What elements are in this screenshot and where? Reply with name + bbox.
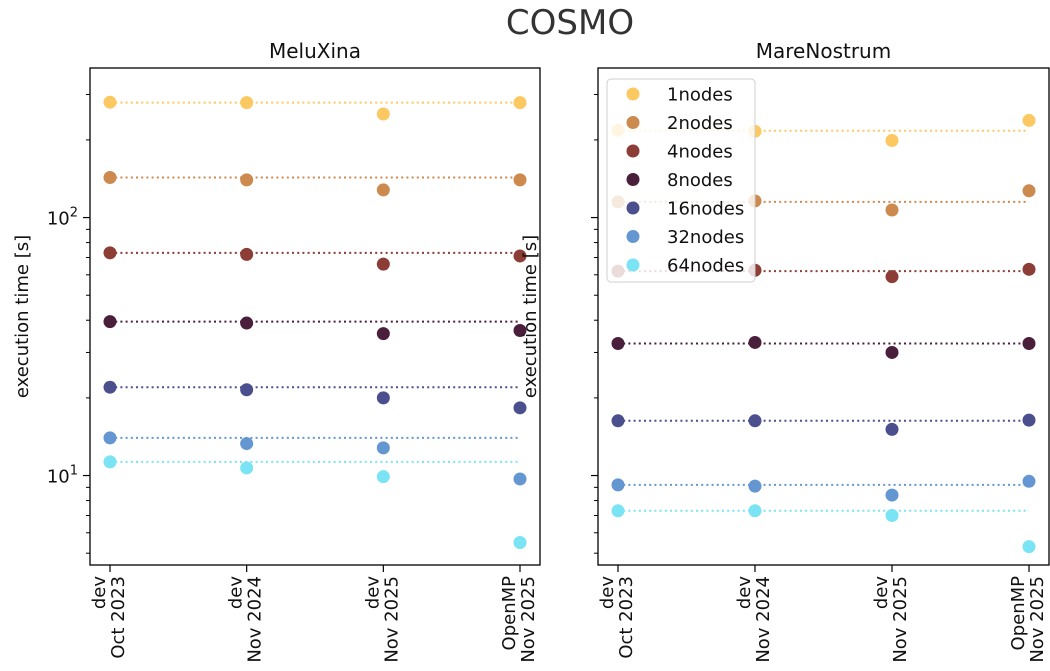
figure-title: COSMO — [506, 3, 634, 43]
plot-panels: MeluXina execution time [s] 101 102 devOct 2… — [12, 39, 1050, 663]
point-32nodes — [513, 472, 527, 486]
legend-entry: 8nodes — [667, 170, 733, 191]
y-axis-label: execution time [s] — [12, 235, 33, 398]
point-4nodes — [1022, 262, 1036, 276]
point-16nodes — [748, 414, 762, 428]
point-64nodes — [240, 461, 254, 475]
point-4nodes — [376, 257, 390, 271]
x-tick-label: devOct 2023 — [597, 576, 637, 659]
legend-box — [606, 78, 756, 283]
legend-marker — [626, 173, 640, 186]
x-tick-label: devNov 2024 — [734, 576, 774, 663]
legend-marker — [626, 87, 640, 101]
x-tick-label: OpenMPNov 2025 — [499, 576, 539, 663]
point-8nodes — [1022, 336, 1036, 350]
point-1nodes — [513, 96, 527, 110]
point-64nodes — [1022, 540, 1036, 554]
point-16nodes — [103, 380, 117, 394]
legend: 1nodes 2nodes 4nodes 8nodes 16nodes 32nodes 64… — [606, 78, 756, 283]
point-16nodes — [240, 383, 254, 397]
point-8nodes — [513, 323, 527, 337]
point-16nodes — [376, 391, 390, 405]
plot-frame — [597, 67, 1050, 566]
panel-2: MareNostrum execution time [s] devOct 2023… — [520, 39, 1050, 663]
point-8nodes — [103, 315, 117, 329]
point-8nodes — [748, 335, 762, 349]
panel-1: MeluXina execution time [s] 101 102 devOct 2… — [12, 39, 541, 663]
point-32nodes — [1022, 474, 1036, 488]
point-1nodes — [1022, 113, 1036, 127]
point-2nodes — [103, 170, 117, 184]
legend-marker — [626, 201, 640, 215]
legend-entry: 16nodes — [667, 199, 744, 220]
point-64nodes — [376, 470, 390, 484]
point-64nodes — [748, 504, 762, 518]
panel-title: MeluXina — [269, 39, 361, 63]
x-tick-label: devNov 2024 — [226, 576, 266, 663]
point-4nodes — [240, 247, 254, 261]
point-2nodes — [1022, 184, 1036, 198]
point-8nodes — [885, 345, 899, 359]
point-32nodes — [376, 441, 390, 455]
point-32nodes — [748, 479, 762, 493]
point-16nodes — [513, 401, 527, 415]
legend-entry: 64nodes — [667, 256, 744, 277]
point-2nodes — [513, 173, 527, 187]
point-2nodes — [376, 183, 390, 197]
point-1nodes — [885, 133, 899, 147]
point-32nodes — [611, 478, 625, 492]
panel-title: MareNostrum — [756, 39, 891, 63]
plot-frame — [89, 67, 541, 566]
legend-marker — [626, 258, 640, 272]
point-2nodes — [240, 173, 254, 187]
point-8nodes — [376, 327, 390, 341]
point-4nodes — [885, 270, 899, 284]
point-64nodes — [103, 455, 117, 469]
y-tick-label: 102 — [47, 206, 78, 230]
legend-entry: 1nodes — [667, 85, 733, 106]
point-1nodes — [240, 96, 254, 110]
x-tick-label: devNov 2025 — [362, 576, 402, 663]
legend-marker — [626, 144, 640, 158]
point-1nodes — [376, 107, 390, 121]
x-tick-label: OpenMPNov 2025 — [1008, 576, 1048, 663]
point-4nodes — [513, 249, 527, 263]
point-64nodes — [513, 536, 527, 550]
point-16nodes — [885, 422, 899, 436]
legend-entry: 4nodes — [667, 142, 733, 163]
point-32nodes — [240, 437, 254, 451]
legend-marker — [626, 230, 640, 243]
x-tick-label: devNov 2025 — [871, 576, 911, 663]
legend-entry: 32nodes — [667, 227, 744, 248]
point-64nodes — [885, 508, 899, 522]
legend-entry: 2nodes — [667, 113, 733, 134]
x-tick-label: devOct 2023 — [89, 576, 129, 659]
point-1nodes — [103, 95, 117, 109]
point-32nodes — [103, 431, 117, 445]
point-16nodes — [1022, 413, 1036, 427]
point-4nodes — [103, 246, 117, 260]
y-axis-label: execution time [s] — [520, 235, 541, 398]
point-32nodes — [885, 488, 899, 502]
point-2nodes — [885, 203, 899, 217]
point-16nodes — [611, 414, 625, 428]
legend-marker — [626, 116, 640, 129]
point-8nodes — [611, 336, 625, 350]
y-tick-label: 101 — [47, 464, 78, 488]
point-64nodes — [611, 504, 625, 518]
point-8nodes — [240, 316, 254, 330]
